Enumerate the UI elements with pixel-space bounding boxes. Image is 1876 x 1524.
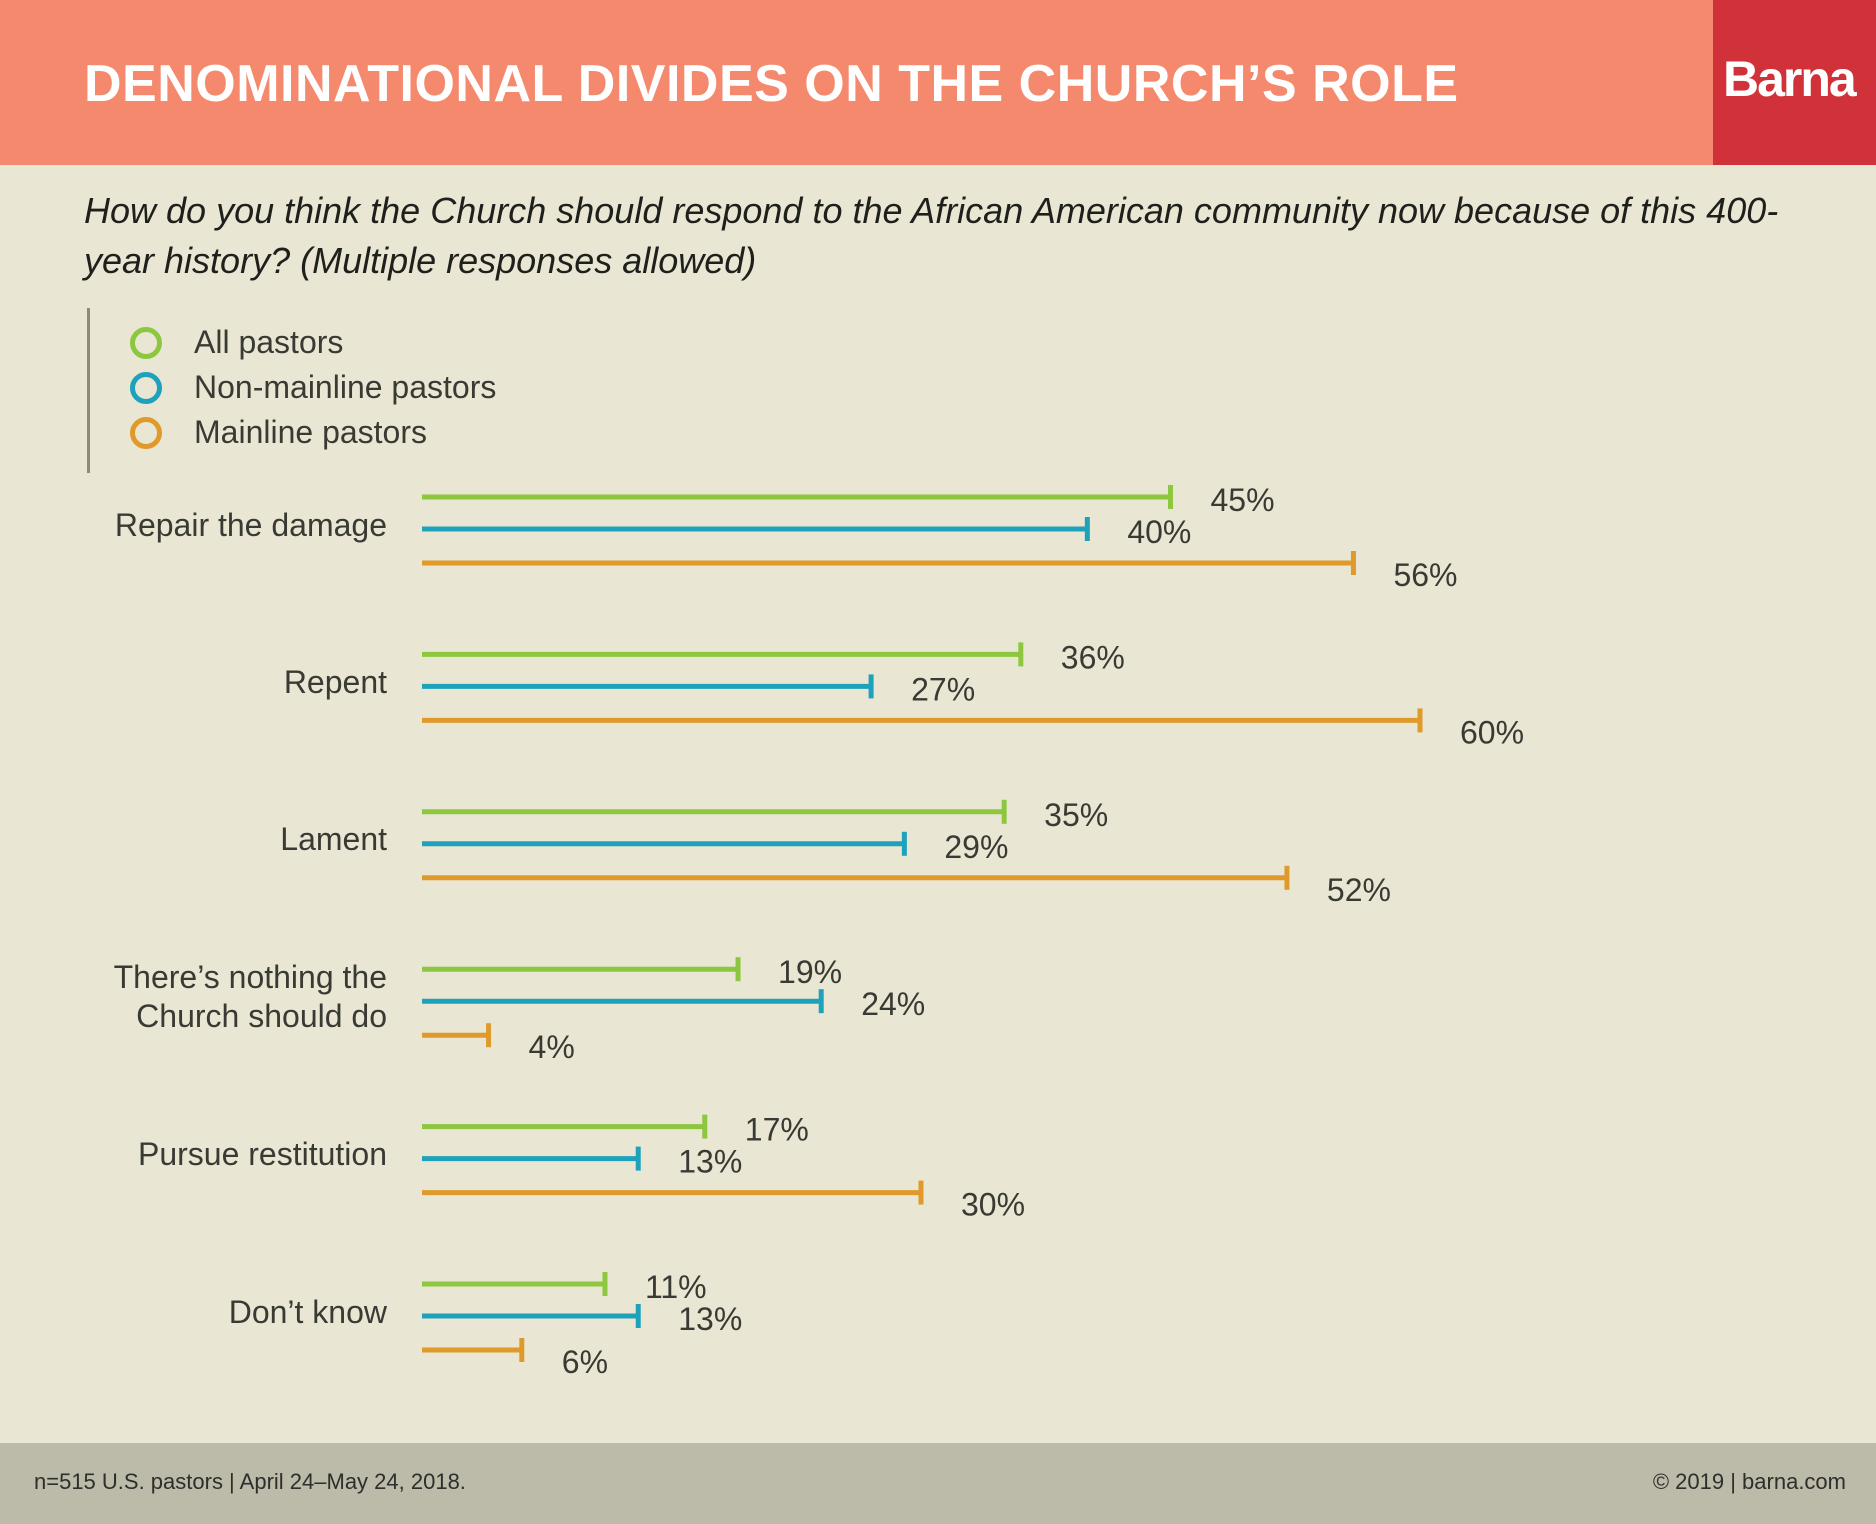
category-label-line: Church should do xyxy=(136,998,387,1035)
value-label: 4% xyxy=(529,1029,575,1065)
legend-label: Mainline pastors xyxy=(194,414,427,450)
header-banner: DENOMINATIONAL DIVIDES ON THE CHURCH’S R… xyxy=(0,0,1876,165)
bar-chart: 45%40%56%36%27%60%35%29%52%19%24%4%17%13… xyxy=(422,482,1524,1380)
survey-question: How do you think the Church should respo… xyxy=(84,190,1779,281)
value-label: 27% xyxy=(911,671,975,707)
value-label: 17% xyxy=(745,1112,809,1148)
value-label: 36% xyxy=(1061,639,1125,675)
legend-ring-icon xyxy=(130,417,162,449)
value-label: 30% xyxy=(961,1187,1025,1223)
category-label-line: Repair the damage xyxy=(114,506,387,543)
category-label: Lament xyxy=(280,820,387,859)
footer: n=515 U.S. pastors | April 24–May 24, 20… xyxy=(0,1443,1876,1524)
category-label: There’s nothing the Church should do xyxy=(114,958,387,1036)
chart-title: DENOMINATIONAL DIVIDES ON THE CHURCH’S R… xyxy=(84,55,1459,113)
copyright: © 2019 | barna.com xyxy=(1652,1469,1846,1494)
value-label: 6% xyxy=(562,1344,608,1380)
category-label-line: Pursue restitution xyxy=(137,1136,387,1173)
value-label: 29% xyxy=(944,829,1008,865)
category-label: Pursue restitution xyxy=(138,1135,387,1174)
value-label: 60% xyxy=(1460,714,1524,750)
category-label-line: There’s nothing the xyxy=(113,959,387,996)
barna-logo: Barna xyxy=(1713,0,1876,165)
value-label: 19% xyxy=(778,954,842,990)
category-label-line: Lament xyxy=(280,821,387,858)
value-label: 45% xyxy=(1211,482,1275,518)
category-label: Repent xyxy=(284,663,387,702)
category-label-line: Repent xyxy=(283,663,387,700)
value-label: 40% xyxy=(1127,514,1191,550)
value-label: 13% xyxy=(678,1301,742,1337)
legend-divider xyxy=(87,308,90,473)
legend-label: Non-mainline pastors xyxy=(194,369,497,405)
value-label: 56% xyxy=(1393,557,1457,593)
barna-logo-text: Barna xyxy=(1723,51,1857,107)
legend-ring-icon xyxy=(130,372,162,404)
category-label-line: Don’t know xyxy=(228,1293,387,1330)
legend-ring-icon xyxy=(130,327,162,359)
value-label: 52% xyxy=(1327,872,1391,908)
category-label: Don’t know xyxy=(229,1293,387,1332)
category-label: Repair the damage xyxy=(115,506,387,545)
value-label: 24% xyxy=(861,986,925,1022)
legend-label: All pastors xyxy=(194,324,344,360)
sample-note: n=515 U.S. pastors | April 24–May 24, 20… xyxy=(34,1469,466,1494)
value-label: 11% xyxy=(645,1269,707,1305)
value-label: 13% xyxy=(678,1144,742,1180)
value-label: 35% xyxy=(1044,797,1108,833)
